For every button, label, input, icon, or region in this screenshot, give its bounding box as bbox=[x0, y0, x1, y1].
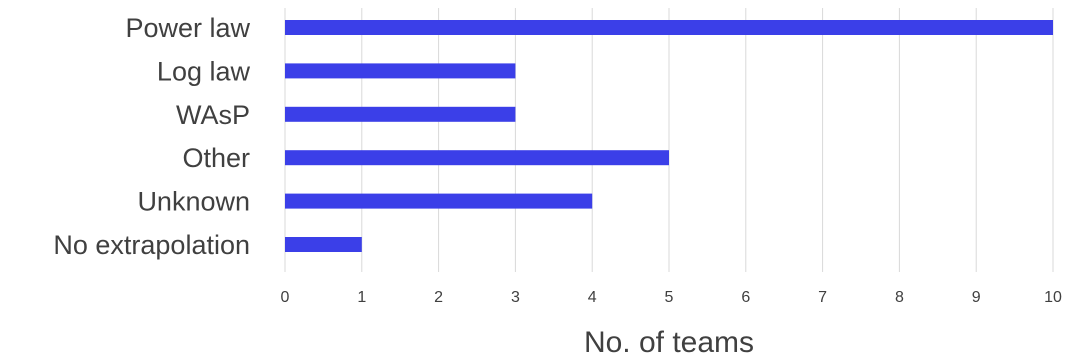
x-tick-label: 1 bbox=[357, 289, 366, 306]
x-tick-labels: 0 1 2 3 4 5 6 7 8 9 10 bbox=[281, 289, 1062, 306]
x-tick-label: 6 bbox=[741, 289, 750, 306]
gridlines bbox=[284, 8, 1054, 272]
x-tick-label: 5 bbox=[665, 289, 674, 306]
x-axis-title: No. of teams bbox=[584, 326, 754, 359]
bar bbox=[285, 106, 516, 122]
category-label: Power law bbox=[125, 13, 250, 43]
category-labels: Power law Log law WAsP Other Unknown No extra… bbox=[53, 13, 250, 260]
bars bbox=[285, 20, 1053, 252]
bar bbox=[285, 193, 593, 209]
x-tick-label: 3 bbox=[511, 289, 520, 306]
category-label: Unknown bbox=[137, 187, 250, 217]
x-tick-label: 7 bbox=[818, 289, 827, 306]
category-label: Other bbox=[182, 143, 250, 173]
x-tick-label: 9 bbox=[972, 289, 981, 306]
category-label: Log law bbox=[157, 56, 251, 86]
bar bbox=[285, 20, 1053, 35]
x-tick-label: 8 bbox=[895, 289, 904, 306]
bar bbox=[285, 63, 516, 79]
x-tick-label: 0 bbox=[281, 289, 290, 306]
x-tick-label: 10 bbox=[1044, 289, 1062, 306]
category-label: No extrapolation bbox=[53, 230, 250, 260]
x-tick-label: 2 bbox=[434, 289, 443, 306]
category-label: WAsP bbox=[176, 100, 250, 130]
x-tick-label: 4 bbox=[588, 289, 597, 306]
bar bbox=[285, 237, 362, 252]
bar bbox=[285, 150, 669, 166]
